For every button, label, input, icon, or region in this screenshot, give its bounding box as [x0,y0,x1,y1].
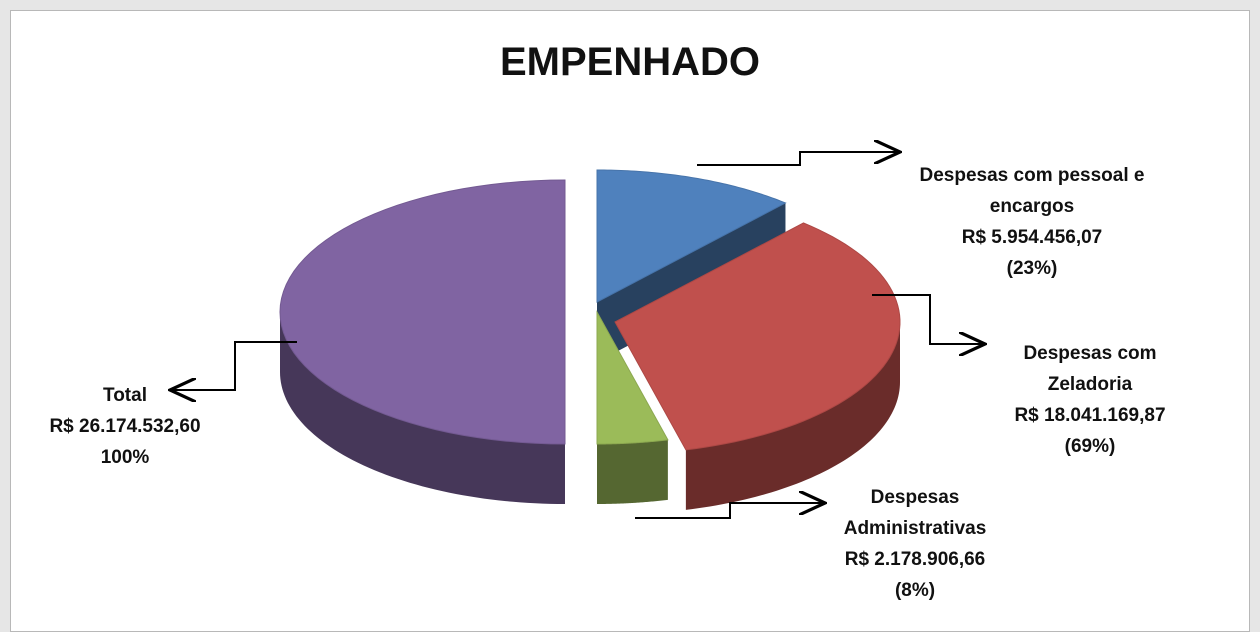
slice [596,169,787,303]
connector [697,152,900,166]
slice-label: Despesas com Zeladoria R$ 18.041.169,87 (6… [940,338,1240,462]
category-label: Total [103,385,147,406]
category-label: Despesas Administrativas [843,487,987,539]
connector [170,341,297,390]
value-label: (69%) [1064,436,1116,457]
value-label: (23%) [1006,258,1058,279]
category-label: Despesas com Zeladoria [1023,343,1157,395]
connector [635,503,825,519]
slice-side [597,439,668,504]
connector [872,294,985,344]
value-label: 100% [100,447,150,468]
amount-label: R$ 18.041.169,87 [1014,405,1166,426]
slice [614,222,901,451]
chart-title: EMPENHADO [499,40,761,84]
pie [279,169,901,510]
slice-side [685,322,900,510]
connectors [170,152,985,519]
slice-label: Despesas Administrativas R$ 2.178.906,66 (… [765,482,1065,606]
amount-label: R$ 5.954.456,07 [961,227,1103,248]
slice-side [280,312,565,504]
slice [279,179,566,445]
amount-label: R$ 26.174.532,60 [49,416,201,437]
slice-label: Total R$ 26.174.532,60 100% [0,380,275,473]
slice-label: Despesas com pessoal e encargos R$ 5.954.… [882,160,1182,284]
slice [596,310,669,445]
value-label: (8%) [894,580,936,601]
category-label: Despesas com pessoal e encargos [919,165,1145,217]
amount-label: R$ 2.178.906,66 [844,549,986,570]
